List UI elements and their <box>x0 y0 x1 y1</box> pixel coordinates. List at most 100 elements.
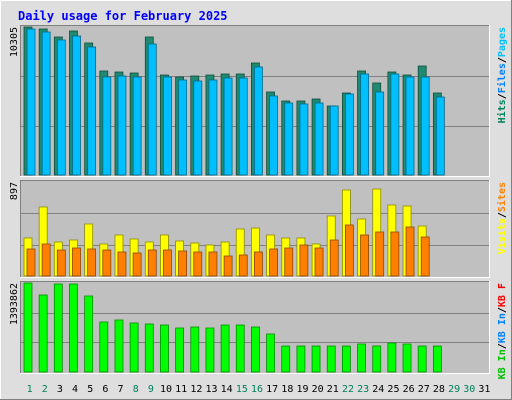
bar-sites-day-11 <box>178 250 188 277</box>
bar-files-day-9 <box>147 43 157 176</box>
bar-files-day-1 <box>26 28 36 176</box>
bar-kb-in-day-19 <box>296 345 306 373</box>
x-tick-label-day-3: 3 <box>57 384 63 395</box>
x-tick-label-day-1: 1 <box>27 384 33 395</box>
x-tick-label-day-21: 21 <box>327 384 339 395</box>
panel-2: 897 Visits/Sites <box>9 180 508 278</box>
bar-files-day-23 <box>360 73 369 176</box>
bar-sites-day-18 <box>284 247 294 277</box>
bar-kb-in-day-10 <box>160 324 169 373</box>
x-tick-label-day-10: 10 <box>160 384 172 395</box>
bar-sites-day-1 <box>26 248 36 277</box>
bar-kb-in-day-9 <box>144 323 154 373</box>
bar-kb-in-day-2 <box>38 294 48 373</box>
bar-files-day-10 <box>163 76 172 176</box>
bar-sites-day-2 <box>41 243 51 277</box>
bar-kb-in-day-13 <box>205 327 215 373</box>
bar-files-day-25 <box>390 73 400 176</box>
bar-files-day-24 <box>375 91 385 176</box>
bar-sites-day-6 <box>102 249 112 277</box>
bar-sites-day-24 <box>375 231 385 277</box>
bar-files-day-12 <box>193 80 203 176</box>
bar-files-day-27 <box>420 76 430 176</box>
bar-kb-in-day-26 <box>402 343 412 373</box>
bar-files-day-21 <box>329 105 339 176</box>
legend-entry: Pages <box>497 27 508 57</box>
x-tick-label-day-6: 6 <box>102 384 108 395</box>
bar-files-day-3 <box>56 39 66 176</box>
bar-sites-day-22 <box>344 224 354 277</box>
bar-kb-in-day-8 <box>129 322 139 373</box>
legend-entry: Hits <box>496 99 508 123</box>
bar-files-day-7 <box>117 75 127 176</box>
bar-files-day-13 <box>208 79 218 176</box>
x-tick-label-day-9: 9 <box>148 384 154 395</box>
legend-entry: KB In <box>497 349 508 379</box>
chart-title: Daily usage for February 2025 <box>18 9 228 23</box>
bar-sites-day-16 <box>254 251 263 277</box>
x-tick-label-day-7: 7 <box>118 384 124 395</box>
bar-kb-in-day-17 <box>266 333 275 373</box>
bar-files-day-8 <box>132 76 142 176</box>
bar-kb-in-day-16 <box>251 326 260 373</box>
bar-files-day-19 <box>299 103 309 176</box>
legend-separator: / <box>497 57 508 63</box>
bar-kb-in-day-20 <box>311 345 321 373</box>
bar-kb-in-day-7 <box>114 319 124 373</box>
x-tick-label-day-13: 13 <box>205 384 217 395</box>
x-tick-label-day-18: 18 <box>281 384 293 395</box>
legend-entry: KB F <box>497 283 508 307</box>
x-tick-label-day-26: 26 <box>403 384 415 395</box>
bar-kb-in-day-25 <box>387 342 397 373</box>
x-tick-label-day-17: 17 <box>266 384 278 395</box>
legend-entry: KB In <box>497 313 508 343</box>
bar-kb-in-day-27 <box>417 345 427 373</box>
bar-sites-day-4 <box>72 247 81 277</box>
bar-sites-day-27 <box>420 236 430 277</box>
bar-kb-in-day-5 <box>84 295 94 373</box>
bar-kb-in-day-1 <box>23 282 33 373</box>
bar-files-day-20 <box>314 102 324 176</box>
x-tick-label-day-14: 14 <box>221 384 233 395</box>
bar-sites-day-17 <box>269 248 278 277</box>
x-tick-label-day-23: 23 <box>357 384 369 395</box>
bar-sites-day-14 <box>223 255 233 277</box>
bar-files-day-18 <box>284 102 294 176</box>
bar-sites-day-9 <box>147 249 157 277</box>
bar-kb-in-day-21 <box>326 345 336 373</box>
x-tick-label-day-24: 24 <box>372 384 384 395</box>
bar-sites-day-3 <box>56 249 66 277</box>
bar-kb-in-day-18 <box>281 345 291 373</box>
bar-sites-day-5 <box>87 248 97 277</box>
bar-sites-day-23 <box>360 234 369 277</box>
bar-sites-day-10 <box>163 249 172 277</box>
x-tick-label-day-22: 22 <box>342 384 354 395</box>
bar-files-day-28 <box>435 96 445 176</box>
x-tick-label-day-15: 15 <box>236 384 248 395</box>
panel-3-legend: KB In/KB In/KB F <box>497 283 508 379</box>
bar-files-day-5 <box>87 46 97 176</box>
bar-files-day-16 <box>254 66 263 176</box>
bar-kb-in-day-11 <box>175 327 185 373</box>
bar-kb-in-day-15 <box>235 324 245 373</box>
bar-sites-day-15 <box>238 254 248 277</box>
bar-sites-day-20 <box>314 247 324 277</box>
x-tick-label-day-16: 16 <box>251 384 263 395</box>
x-tick-label-day-30: 30 <box>463 384 475 395</box>
legend-entry: Files <box>496 63 508 93</box>
bar-sites-day-7 <box>117 251 127 277</box>
panel-1-max-label: 10305 <box>9 27 20 57</box>
x-tick-label-day-31: 31 <box>478 384 490 395</box>
bar-sites-day-12 <box>193 251 203 277</box>
x-tick-label-day-29: 29 <box>448 384 460 395</box>
panel-1-legend: Hits/Files/Pages <box>496 27 508 123</box>
bar-kb-in-day-6 <box>99 321 109 373</box>
bar-files-day-17 <box>269 95 278 176</box>
bar-kb-in-day-3 <box>53 283 63 373</box>
legend-entry: Visits <box>496 218 508 254</box>
x-tick-label-day-19: 19 <box>296 384 308 395</box>
bar-files-day-15 <box>238 77 248 176</box>
bar-files-day-6 <box>102 76 112 176</box>
bar-files-day-4 <box>72 35 81 176</box>
